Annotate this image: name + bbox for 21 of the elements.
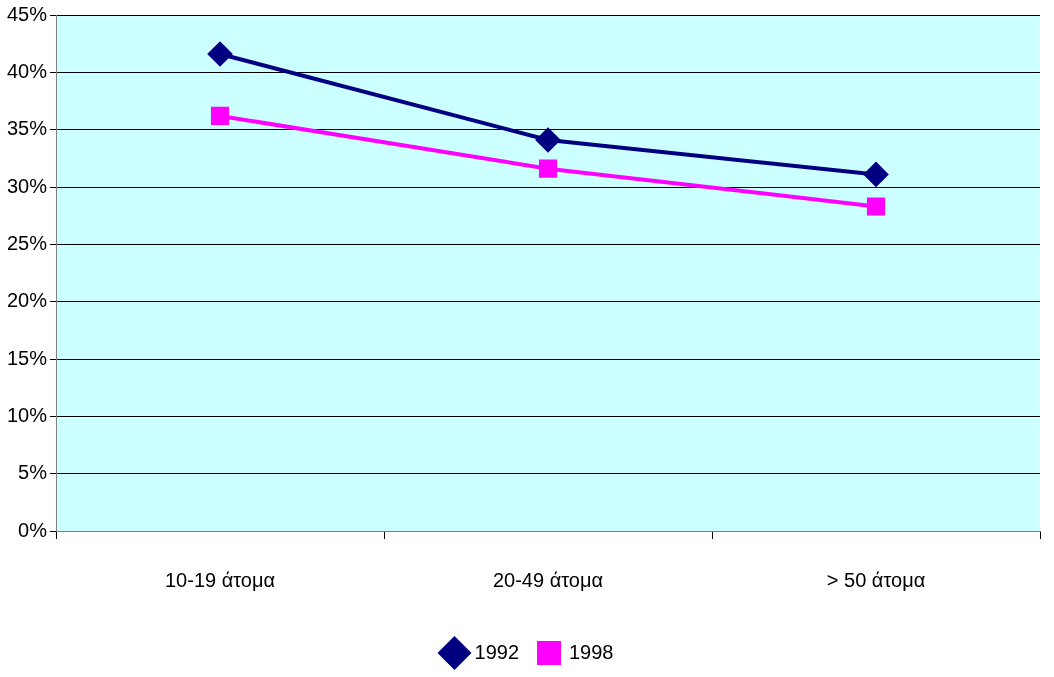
point	[210, 106, 230, 125]
y-tick-label: 15%	[7, 346, 48, 369]
point	[538, 159, 558, 178]
y-tick-label: 5%	[18, 461, 48, 484]
y-tick-label: 0%	[18, 518, 48, 541]
x-tick-label: 20-49 άτομα	[492, 568, 604, 591]
legend-label: 1992	[474, 640, 520, 663]
x-tick-label: > 50 άτομα	[826, 568, 926, 591]
y-tick-label: 20%	[7, 289, 48, 312]
point	[866, 197, 886, 216]
y-tick-label: 10%	[7, 403, 48, 426]
y-tick-label: 25%	[7, 231, 48, 254]
y-tick-label: 35%	[7, 117, 48, 140]
point	[536, 127, 561, 152]
point	[208, 41, 233, 66]
y-tick-label: 40%	[7, 59, 48, 82]
y-tick-label: 30%	[7, 174, 48, 197]
y-tick-label: 45%	[7, 2, 48, 25]
legend-label: 1998	[569, 640, 614, 663]
x-tick-label: 10-19 άτομα	[164, 568, 276, 591]
point	[864, 162, 889, 187]
